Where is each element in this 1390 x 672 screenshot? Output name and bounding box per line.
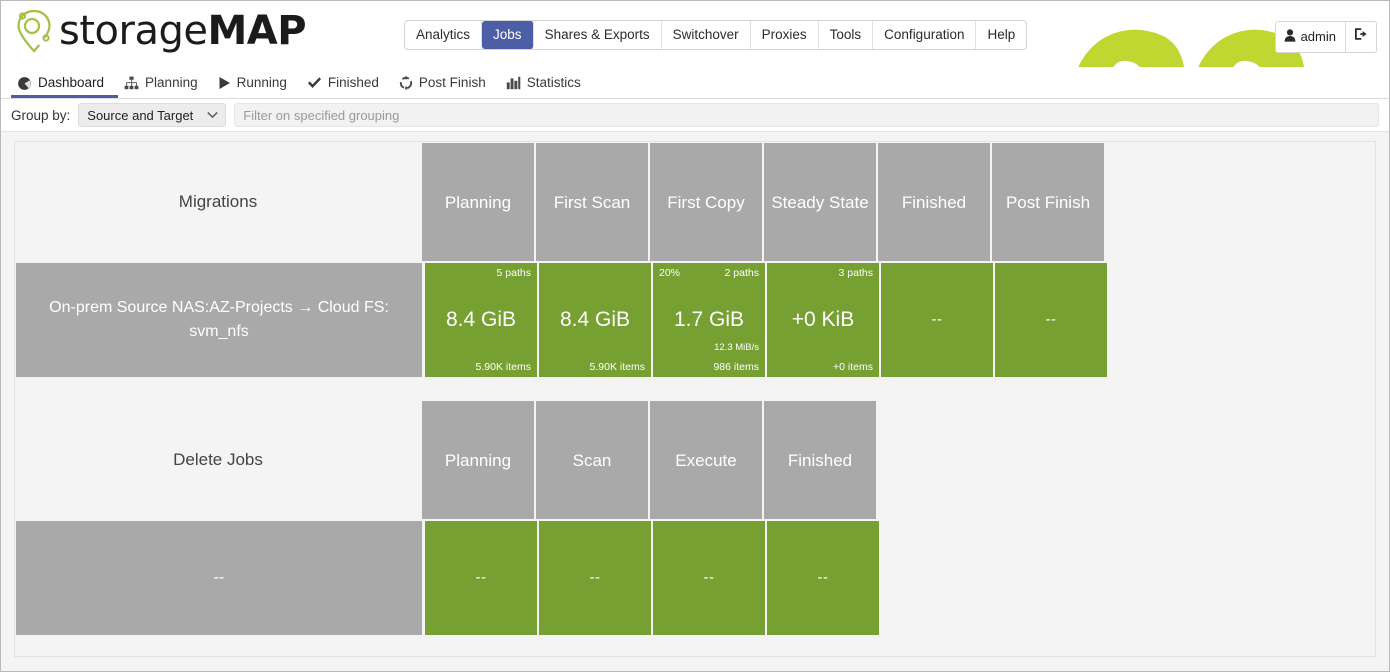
cell-main-value: -- — [703, 569, 715, 586]
column-header-delete-finished: Finished — [764, 401, 876, 519]
sub-navigation: Dashboard Planning — [1, 67, 1389, 99]
cell-items-count: 986 items — [713, 361, 759, 373]
cell-main-value: 8.4 GiB — [445, 308, 517, 331]
migrations-header-row: Migrations Planning First Scan First Cop… — [15, 142, 1375, 262]
subnav-label-finished: Finished — [327, 75, 379, 90]
row-label-delete-jobs[interactable]: -- — [16, 521, 422, 635]
subnav-label-statistics: Statistics — [526, 75, 581, 90]
cell-delete-finished[interactable]: -- — [767, 521, 879, 635]
brand-wordmark: storageMAP — [59, 8, 307, 54]
subnav-label-running: Running — [236, 75, 287, 90]
section-title-delete-jobs: Delete Jobs — [173, 450, 263, 469]
subnav-item-finished[interactable]: Finished — [301, 72, 393, 98]
nav-item-configuration[interactable]: Configuration — [873, 21, 977, 49]
cell-items-count: 5.90K items — [475, 361, 531, 373]
section-title-migrations: Migrations — [178, 192, 258, 211]
cell-paths-count: 2 paths — [724, 267, 759, 279]
cell-transfer-rate: 12.3 MiB/s — [714, 342, 759, 353]
nav-item-shares-exports[interactable]: Shares & Exports — [534, 21, 662, 49]
group-by-select[interactable]: Source and Target — [78, 103, 227, 127]
nav-item-tools[interactable]: Tools — [819, 21, 874, 49]
subnav-item-post-finish[interactable]: Post Finish — [393, 72, 500, 98]
cell-paths-count: 3 paths — [838, 267, 873, 279]
cell-main-value: 1.7 GiB — [673, 308, 745, 331]
brand-logo[interactable]: storageMAP — [13, 7, 307, 55]
subnav-label-dashboard: Dashboard — [38, 75, 105, 90]
map-pin-logo-icon — [13, 7, 55, 55]
column-header-delete-planning: Planning — [422, 401, 534, 519]
cell-main-value: 8.4 GiB — [559, 308, 631, 331]
column-header-planning: Planning — [422, 143, 534, 261]
brand-name-bold: MAP — [207, 8, 307, 54]
column-header-post-finish: Post Finish — [992, 143, 1104, 261]
subnav-item-running[interactable]: Running — [212, 72, 301, 98]
row-label-migration-pair[interactable]: On-prem Source NAS:AZ-Projects → Cloud F… — [16, 263, 422, 377]
play-icon — [218, 76, 231, 90]
cell-items-count: +0 items — [833, 361, 873, 373]
cell-migration-first-copy[interactable]: 20% 2 paths 1.7 GiB 12.3 MiB/s 986 items — [653, 263, 765, 377]
subnav-item-statistics[interactable]: Statistics — [500, 72, 595, 98]
column-header-finished: Finished — [878, 143, 990, 261]
brand-watermark-graphic — [1061, 7, 1311, 67]
user-icon — [1284, 28, 1296, 45]
nav-item-analytics[interactable]: Analytics — [405, 21, 483, 49]
column-header-first-scan: First Scan — [536, 143, 648, 261]
cell-main-value: -- — [1045, 311, 1057, 328]
cell-main-value: -- — [817, 569, 829, 586]
nav-item-switchover[interactable]: Switchover — [662, 21, 751, 49]
nav-item-jobs[interactable]: Jobs — [482, 21, 534, 49]
cell-migration-planning[interactable]: 5 paths 8.4 GiB 5.90K items — [425, 263, 537, 377]
cell-items-count: 5.90K items — [589, 361, 645, 373]
delete-jobs-header-row: Delete Jobs Planning Scan Execute Finish… — [15, 400, 1375, 520]
subnav-label-planning: Planning — [145, 75, 198, 90]
nav-item-help[interactable]: Help — [987, 27, 1016, 42]
cell-delete-scan[interactable]: -- — [539, 521, 651, 635]
grouping-filter-input[interactable] — [234, 103, 1379, 127]
cell-main-value: -- — [475, 569, 487, 586]
dashboard-panel: Migrations Planning First Scan First Cop… — [14, 141, 1376, 657]
delete-jobs-data-row: -- -- -- -- -- — [15, 520, 1375, 636]
bar-chart-icon — [506, 76, 521, 90]
group-by-label: Group by: — [11, 107, 71, 123]
cell-migration-post-finish[interactable]: -- — [995, 263, 1107, 377]
brand-name-light: storage — [59, 8, 208, 54]
group-by-selected-value: Source and Target — [87, 107, 194, 123]
section-delete-jobs: Delete Jobs Planning Scan Execute Finish… — [15, 400, 1375, 636]
logout-button[interactable] — [1346, 22, 1376, 52]
column-header-steady-state: Steady State — [764, 143, 876, 261]
group-by-toolbar: Group by: Source and Target — [1, 99, 1389, 132]
subnav-item-planning[interactable]: Planning — [118, 72, 212, 98]
column-header-delete-scan: Scan — [536, 401, 648, 519]
migrations-data-row: On-prem Source NAS:AZ-Projects → Cloud F… — [15, 262, 1375, 378]
sitemap-icon — [124, 76, 139, 90]
cell-main-value: -- — [589, 569, 601, 586]
app-header: storageMAP Analytics Jobs Shares & Expor… — [1, 1, 1389, 67]
admin-label: admin — [1300, 29, 1336, 44]
cell-progress-percent: 20% — [659, 267, 681, 279]
cell-paths-count: 5 paths — [496, 267, 531, 279]
dashboard-icon — [17, 76, 32, 91]
cell-migration-steady-state[interactable]: 3 paths +0 KiB +0 items — [767, 263, 879, 377]
cell-migration-first-scan[interactable]: 8.4 GiB 5.90K items — [539, 263, 651, 377]
nav-item-proxies[interactable]: Proxies — [751, 21, 819, 49]
cell-delete-execute[interactable]: -- — [653, 521, 765, 635]
section-spacer — [15, 378, 1375, 400]
column-header-delete-execute: Execute — [650, 401, 762, 519]
admin-button[interactable]: admin — [1276, 22, 1346, 52]
check-icon — [307, 76, 322, 90]
subnav-label-post-finish: Post Finish — [418, 75, 486, 90]
chevron-down-icon — [207, 111, 219, 119]
cell-main-value: -- — [931, 311, 943, 328]
cell-main-value: +0 KiB — [791, 308, 855, 331]
section-migrations: Migrations Planning First Scan First Cop… — [15, 142, 1375, 378]
user-menu: admin — [1274, 21, 1377, 53]
column-header-first-copy: First Copy — [650, 143, 762, 261]
sign-out-icon — [1354, 27, 1368, 46]
cell-delete-planning[interactable]: -- — [425, 521, 537, 635]
cell-migration-finished[interactable]: -- — [881, 263, 993, 377]
refresh-circle-icon — [399, 76, 413, 90]
main-navigation: Analytics Jobs Shares & Exports Switchov… — [404, 20, 1028, 50]
subnav-item-dashboard[interactable]: Dashboard — [11, 72, 119, 98]
